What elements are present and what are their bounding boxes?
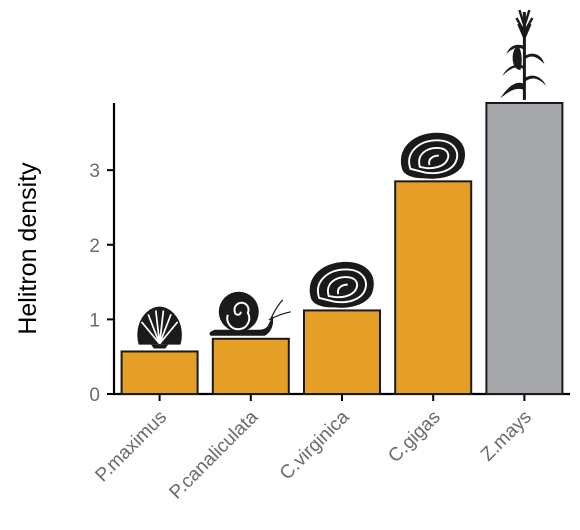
oyster-icon xyxy=(400,131,467,180)
bar xyxy=(120,350,199,396)
y-tick-label: 0 xyxy=(89,385,100,406)
x-tick-label: P.canaliculata xyxy=(166,406,263,503)
x-tick-label: C.virginica xyxy=(276,406,354,484)
bar xyxy=(394,180,473,395)
y-axis-title: Helitron density xyxy=(14,162,42,335)
y-tick-label: 3 xyxy=(89,161,100,182)
x-tick-label: Z.mays xyxy=(477,407,536,466)
x-tick-label: P.maximus xyxy=(92,407,172,487)
maize-plant-icon xyxy=(498,8,548,102)
bar xyxy=(485,102,564,395)
y-tick-label: 1 xyxy=(89,310,100,331)
oyster-icon xyxy=(308,260,375,309)
bar xyxy=(303,309,381,395)
scallop-icon xyxy=(136,305,183,350)
snail-icon xyxy=(208,290,292,337)
y-tick-label: 2 xyxy=(89,236,100,257)
x-tick-label: C.gigas xyxy=(384,407,444,467)
bar xyxy=(211,337,290,395)
